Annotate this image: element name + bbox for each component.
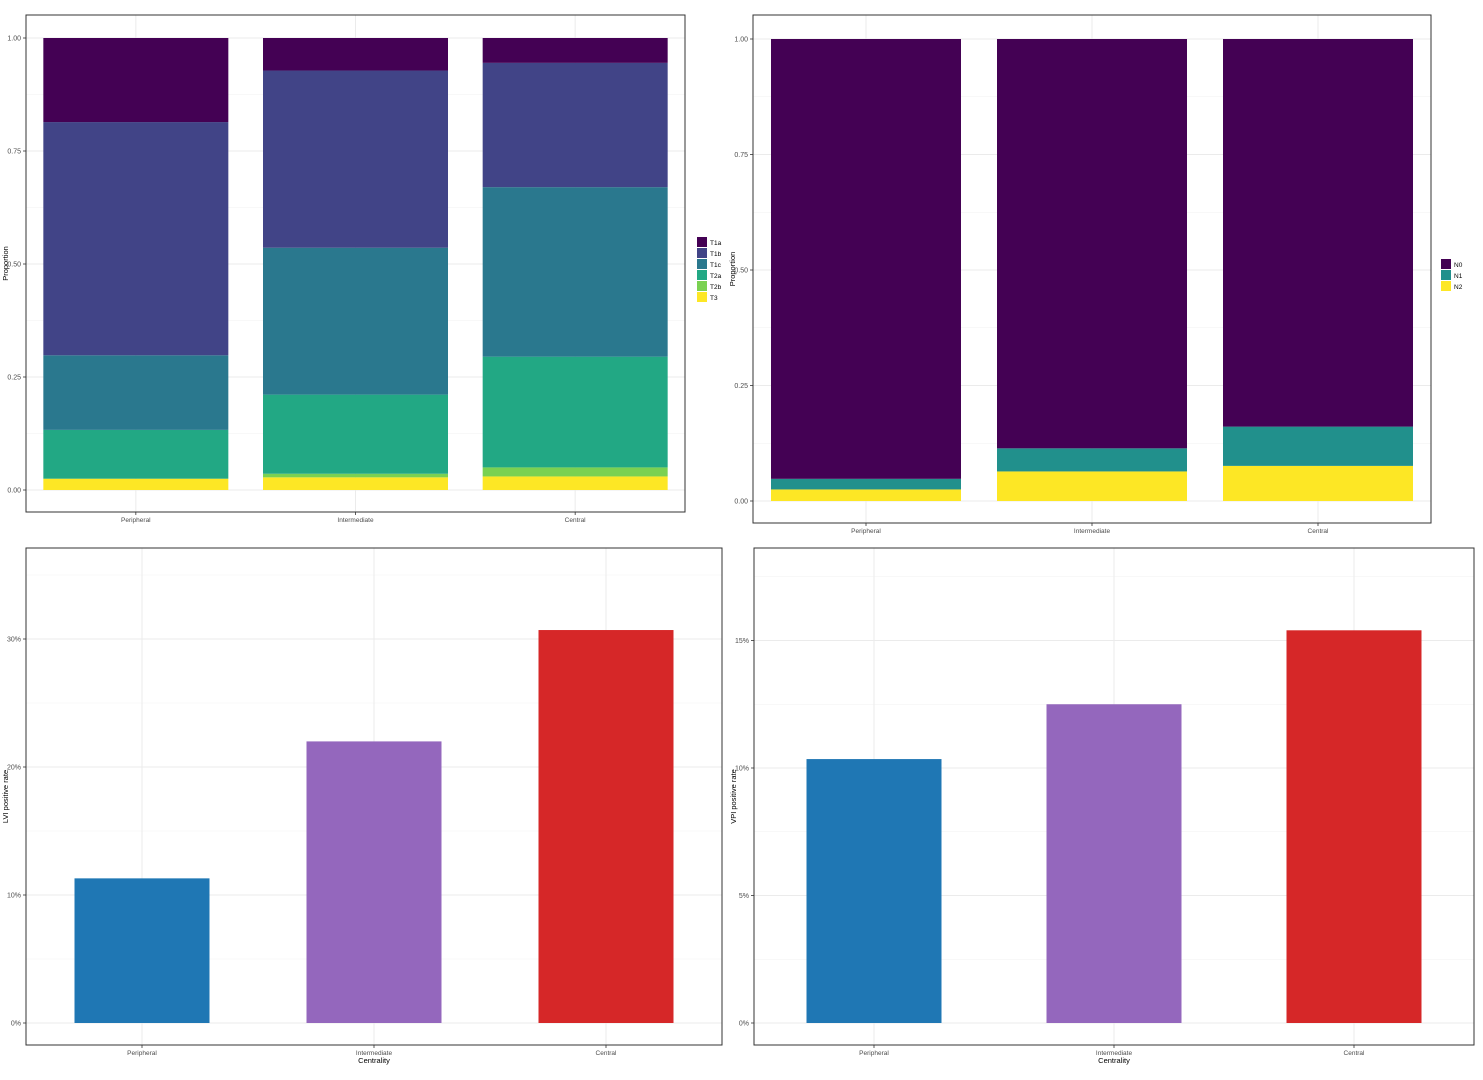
bar-intermediate [1046, 704, 1182, 1023]
legend-label-t3: T3 [710, 295, 718, 302]
bar-segment-n2-peripheral [771, 489, 961, 501]
y-tick-label: 0.50 [7, 262, 21, 269]
legend-key-t1b [697, 248, 707, 258]
bar-segment-t2b-central [482, 467, 668, 477]
legend-label-t2a: T2a [710, 273, 722, 280]
x-tick-label: Intermediate [1096, 1050, 1133, 1057]
vpi-positive-rate-bar-chart: 0% 5% 10% 15% Peripheral Intermediate Central V… [729, 547, 1475, 1065]
y-tick-label: 0.75 [734, 152, 748, 159]
legend-key-t3 [697, 292, 707, 302]
y-tick-label: 0.75 [7, 149, 21, 156]
x-tick-label: Peripheral [859, 1050, 889, 1057]
x-tick-label: Intermediate [1074, 528, 1111, 535]
legend-label-n2: N2 [1454, 284, 1463, 291]
x-tick-label: Peripheral [121, 517, 151, 524]
lvi-positive-rate-bar-chart: 0%10%20%30%Peripheral Intermediate Central… [1, 547, 723, 1065]
y-tick-label: 15% [735, 638, 749, 645]
legend-label-n1: N1 [1454, 273, 1463, 280]
legend-key-n2 [1441, 281, 1451, 291]
legend-label-t1b: T1b [710, 251, 722, 258]
x-tick-label: Intermediate [337, 517, 374, 524]
y-tick-label: 0.25 [7, 375, 21, 382]
bar-segment-t3-central [482, 476, 668, 490]
legend-key-t2a [697, 270, 707, 280]
legend-key-t1c [697, 259, 707, 269]
bar-peripheral [74, 878, 210, 1023]
bar-segment-n2-intermediate [997, 471, 1187, 501]
bar-segment-t1b-peripheral [43, 122, 229, 356]
t-stage-chart-panel: 0.00 0.25 0.50 0.75 1.00 Peripheral Intermedia… [0, 0, 735, 525]
y-axis-title: Proportion [1, 246, 10, 281]
y-tick-label: 0% [739, 1021, 749, 1028]
y-tick-label: 0.00 [7, 488, 21, 495]
y-tick-label: 30% [7, 637, 21, 644]
bar-peripheral [806, 759, 942, 1023]
y-axis-title: LVI positive rate [1, 770, 10, 823]
bar-segment-n2-central [1223, 465, 1413, 501]
bar-segment-n0-peripheral [771, 39, 961, 479]
y-tick-label: 5% [739, 893, 749, 900]
y-tick-label: 0% [11, 1021, 21, 1028]
bar-central [1286, 630, 1422, 1023]
bar-segment-t1a-central [482, 38, 668, 63]
bar-segment-t1a-peripheral [43, 38, 229, 123]
legend-key-t2b [697, 281, 707, 291]
x-tick-label: Central [565, 517, 587, 524]
y-tick-label: 0.25 [734, 383, 748, 390]
x-axis-title: Centrality [358, 1056, 390, 1065]
bar-segment-t2a-central [482, 356, 668, 468]
x-tick-label: Central [596, 1050, 618, 1057]
x-tick-label: Peripheral [851, 528, 881, 535]
legend-label-t1a: T1a [710, 240, 722, 247]
y-tick-label: 1.00 [734, 37, 748, 44]
x-axis-title: Centrality [1098, 1056, 1130, 1065]
t-stage-stacked-bar-chart: 0.00 0.25 0.50 0.75 1.00 Peripheral Intermedia… [1, 14, 722, 524]
n-stage-chart-panel: 0.00 0.25 0.50 0.75 1.00 Peripheral Intermedia… [728, 0, 1483, 540]
y-axis-title: Proportion [728, 252, 737, 287]
bar-segment-t1b-intermediate [263, 70, 448, 248]
y-tick-label: 10% [7, 893, 21, 900]
bar-segment-t2a-peripheral [43, 429, 229, 479]
bar-segment-n1-peripheral [771, 478, 961, 490]
legend-label-n0: N0 [1454, 262, 1463, 269]
y-tick-label: 20% [7, 765, 21, 772]
x-tick-label: Central [1308, 528, 1330, 535]
x-tick-label: Intermediate [356, 1050, 393, 1057]
bar-central [538, 630, 674, 1023]
legend-key-t1a [697, 237, 707, 247]
n-stage-stacked-bar-chart: 0.00 0.25 0.50 0.75 1.00 Peripheral Intermedia… [728, 14, 1463, 535]
bar-segment-t1c-central [482, 187, 668, 357]
x-tick-label: Peripheral [127, 1050, 157, 1057]
bar-segment-n1-central [1223, 426, 1413, 466]
bar-segment-t1c-intermediate [263, 247, 448, 395]
y-tick-label: 1.00 [7, 36, 21, 43]
y-axis-title: VPI positive rate [729, 769, 738, 824]
vpi-chart-panel: 0% 5% 10% 15% Peripheral Intermediate Central V… [728, 538, 1483, 1075]
legend-label-t1c: T1c [710, 262, 722, 269]
legend-key-n1 [1441, 270, 1451, 280]
bar-segment-t2a-intermediate [263, 394, 448, 474]
bar-segment-t3-peripheral [43, 478, 229, 490]
bar-intermediate [306, 741, 442, 1023]
bar-segment-n0-intermediate [997, 39, 1187, 449]
bar-segment-t1a-intermediate [263, 38, 448, 71]
lvi-chart-panel: 0% 10% 20% 30% Peripheral Intermediate Central… [0, 538, 735, 1075]
bar-segment-t1c-peripheral [43, 355, 229, 430]
bar-segment-t1b-central [482, 62, 668, 188]
y-tick-label: 10% [735, 766, 749, 773]
legend-key-n0 [1441, 259, 1451, 269]
bar-segment-n1-intermediate [997, 448, 1187, 472]
bar-segment-t2b-intermediate [263, 473, 448, 478]
y-tick-label: 0.50 [734, 268, 748, 275]
bar-segment-n0-central [1223, 39, 1413, 427]
bar-segment-t3-intermediate [263, 477, 448, 490]
legend-label-t2b: T2b [710, 284, 722, 291]
y-tick-label: 0.00 [734, 499, 748, 506]
x-tick-label: Central [1344, 1050, 1366, 1057]
